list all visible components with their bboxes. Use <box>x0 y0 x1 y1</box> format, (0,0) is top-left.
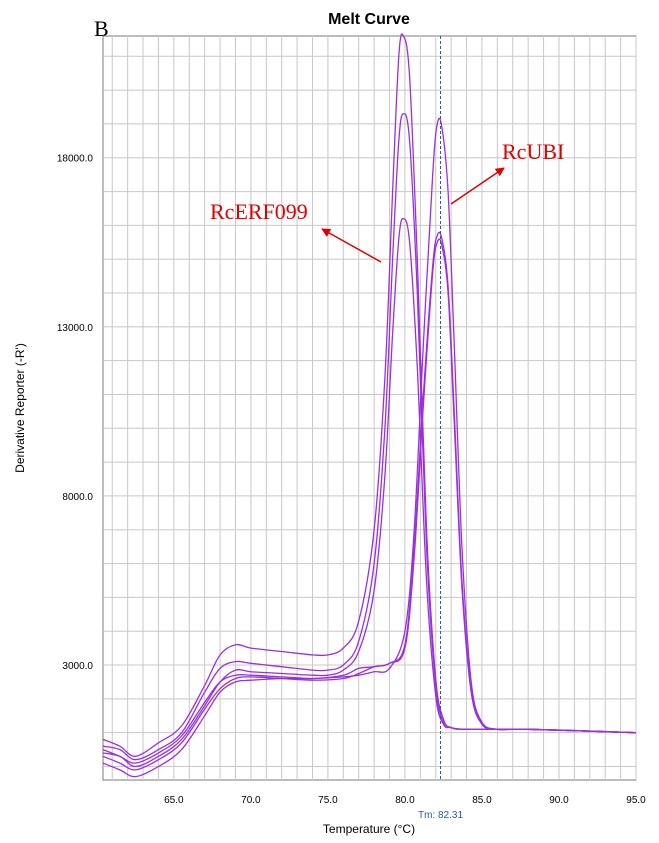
melt-curve-4 <box>102 117 637 764</box>
x-tick-label: 75.0 <box>318 795 338 806</box>
annotation-rcerf099: RcERF099 <box>210 199 308 224</box>
melt-curve-3 <box>102 217 637 768</box>
x-tick-label: 85.0 <box>472 795 492 806</box>
x-tick-label: 95.0 <box>626 795 646 806</box>
annotation-rcubi: RcUBI <box>502 139 564 164</box>
chart-title: Melt Curve <box>328 11 410 28</box>
x-axis-label: Temperature (°C) <box>323 822 415 836</box>
y-tick-label: 8000.0 <box>62 492 93 503</box>
melt-curves <box>102 33 637 778</box>
x-tick-label: 70.0 <box>241 795 261 806</box>
y-axis-ticks: 3000.0 8000.0 13000.0 18000.0 <box>57 154 94 672</box>
y-tick-label: 18000.0 <box>57 154 94 165</box>
melt-curve-2 <box>102 113 637 761</box>
panel-label: B <box>94 16 109 41</box>
x-axis-ticks: 65.0 70.0 75.0 80.0 85.0 90.0 95.0 <box>164 795 646 806</box>
y-tick-label: 3000.0 <box>62 661 93 672</box>
annotation-arrow-rcubi <box>450 167 505 205</box>
y-axis-label: Derivative Reporter (-R') <box>13 343 27 473</box>
x-tick-label: 80.0 <box>395 795 415 806</box>
x-tick-label: 90.0 <box>549 795 569 806</box>
melt-curve-6 <box>102 238 637 778</box>
x-tick-label: 65.0 <box>164 795 184 806</box>
tm-label: Tm: 82.31 <box>418 810 463 821</box>
y-tick-label: 13000.0 <box>57 323 94 334</box>
melt-curve-1 <box>102 33 637 757</box>
annotation-arrow-rcerf099 <box>321 228 382 263</box>
